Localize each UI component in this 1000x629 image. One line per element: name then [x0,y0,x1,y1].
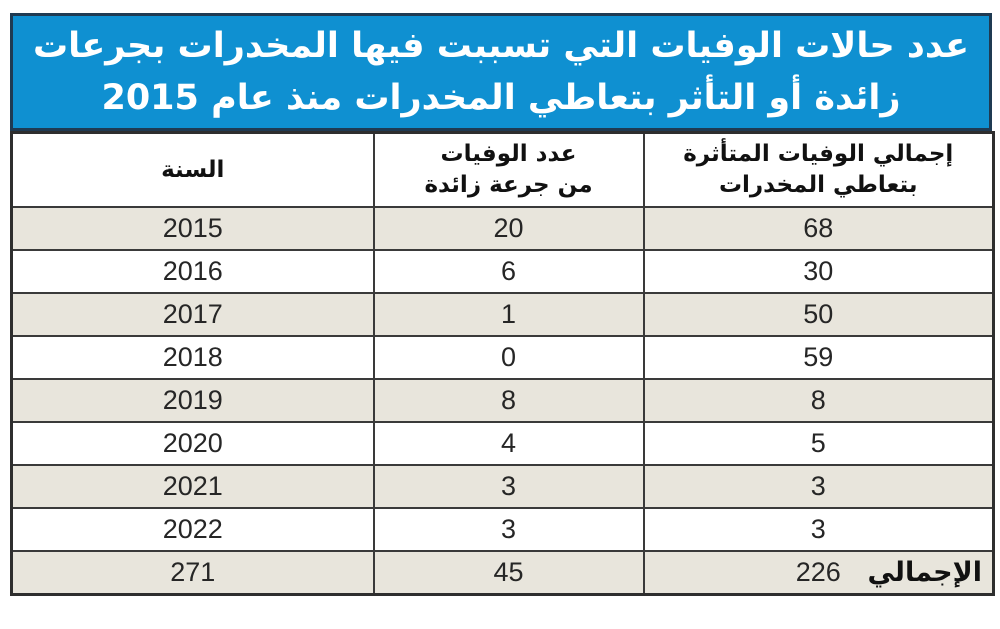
year-cell: 2020 [10,421,375,466]
table-row-2016: 2016 6 30 [10,249,995,294]
table-row-2018: 2018 0 59 [10,335,995,380]
table-row-2019: 2019 8 8 [10,378,995,423]
drug-affected-deaths-cell: 3 [642,507,995,552]
grand-total-cell: 271 [10,550,375,596]
table-row-2015: 2015 20 68 [10,206,995,251]
table-body: 2015 20 68 2016 6 30 2017 1 50 2018 0 59… [10,206,995,596]
col-header-drug-affected-deaths: إجمالي الوفيات المتأثرة بتعاطي المخدرات [642,131,995,208]
drug-affected-total-value: 226 [795,557,841,587]
table-header: السنة عدد الوفيات من جرعة زائدة إجمالي ا… [10,131,995,208]
col-header-drug-affected-line2: بتعاطي المخدرات [718,172,918,198]
title-line-1: عدد حالات الوفيات التي تسببت فيها المخدر… [33,26,969,66]
table-row-2017: 2017 1 50 [10,292,995,337]
overdose-deaths-cell: 1 [372,292,645,337]
col-header-year: السنة [10,131,375,208]
table-row-2021: 2021 3 3 [10,464,995,509]
drug-affected-total-cell: 226 الإجمالي [642,550,995,596]
header-row: السنة عدد الوفيات من جرعة زائدة إجمالي ا… [10,131,995,208]
col-header-drug-affected-line1: إجمالي الوفيات المتأثرة [683,141,954,167]
overdose-deaths-cell: 6 [372,249,645,294]
drug-affected-deaths-cell: 59 [642,335,995,380]
deaths-data-table: السنة عدد الوفيات من جرعة زائدة إجمالي ا… [10,131,995,596]
year-cell: 2018 [10,335,375,380]
overdose-total-cell: 45 [372,550,645,596]
year-cell: 2019 [10,378,375,423]
drug-affected-deaths-cell: 8 [642,378,995,423]
year-cell: 2017 [10,292,375,337]
title-line-2: زائدة أو التأثر بتعاطي المخدرات منذ عام … [101,78,901,118]
drug-affected-deaths-cell: 3 [642,464,995,509]
year-cell: 2021 [10,464,375,509]
col-header-overdose-line1: عدد الوفيات [440,141,577,167]
year-cell: 2016 [10,249,375,294]
overdose-deaths-cell: 0 [372,335,645,380]
overdose-deaths-cell: 3 [372,464,645,509]
table-row-2022: 2022 3 3 [10,507,995,552]
totals-row: 271 45 226 الإجمالي [10,550,995,596]
totals-row-label: الإجمالي [867,556,982,588]
drug-affected-deaths-cell: 50 [642,292,995,337]
drug-affected-deaths-cell: 30 [642,249,995,294]
drug-affected-deaths-cell: 5 [642,421,995,466]
overdose-deaths-cell: 8 [372,378,645,423]
year-cell: 2015 [10,206,375,251]
table-row-2020: 2020 4 5 [10,421,995,466]
overdose-deaths-cell: 3 [372,507,645,552]
drug-affected-deaths-cell: 68 [642,206,995,251]
overdose-deaths-cell: 4 [372,421,645,466]
col-header-overdose-line2: من جرعة زائدة [424,172,593,198]
chart-title-banner: عدد حالات الوفيات التي تسببت فيها المخدر… [10,13,992,131]
col-header-overdose-deaths: عدد الوفيات من جرعة زائدة [372,131,645,208]
col-header-year-label: السنة [161,156,225,183]
year-cell: 2022 [10,507,375,552]
overdose-deaths-cell: 20 [372,206,645,251]
